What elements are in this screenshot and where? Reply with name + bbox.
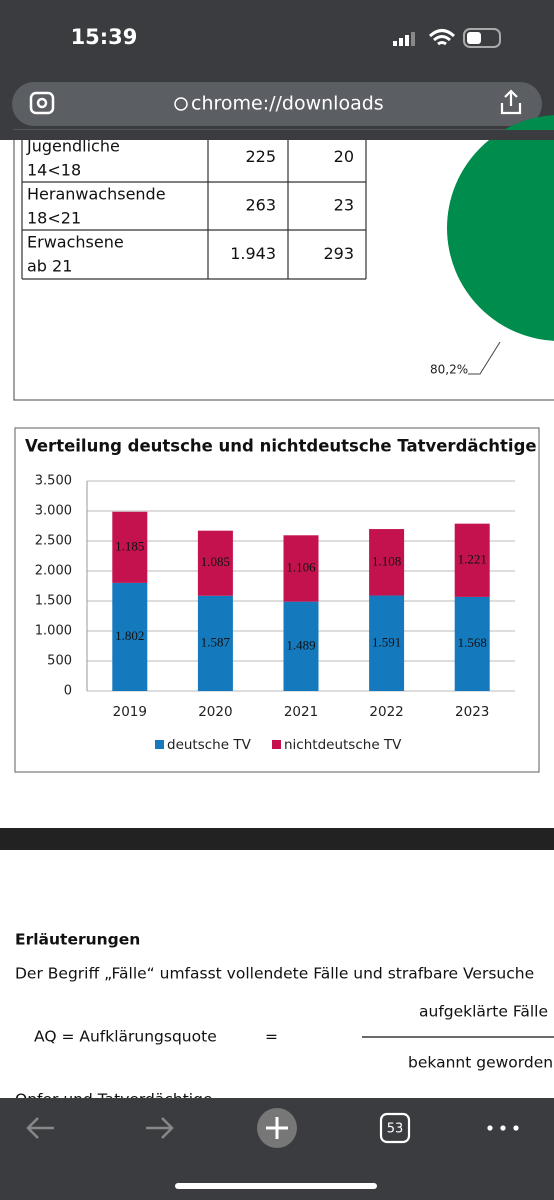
x-tick-label: 2019 <box>113 704 147 720</box>
bar-segment <box>369 595 405 691</box>
row-sublabel: ab 21 <box>27 257 72 276</box>
data-label: 1.106 <box>286 559 316 574</box>
chart-box <box>14 427 540 773</box>
info-icon[interactable] <box>174 97 188 111</box>
battery-level <box>467 32 481 44</box>
bar-segment <box>454 523 490 597</box>
row-label: Jugendliche <box>26 137 120 156</box>
x-tick-label: 2023 <box>455 704 489 720</box>
cell: 263 <box>245 196 276 215</box>
address-bar[interactable] <box>12 82 542 126</box>
legend-label: nichtdeutsche TV <box>284 737 402 753</box>
lens-icon-dot <box>36 97 48 109</box>
x-tick-label: 2022 <box>369 704 403 720</box>
row-sublabel: 18<21 <box>27 209 81 228</box>
legend-swatch <box>155 740 164 749</box>
data-label: 1.587 <box>201 634 231 649</box>
formula-denominator: bekannt geworden <box>408 1054 553 1072</box>
data-label: 1.085 <box>201 554 230 569</box>
bar-segment <box>283 535 319 602</box>
home-indicator <box>175 1183 377 1189</box>
bar-segment <box>197 595 233 691</box>
chart: 0 500 1.000 1.500 2.000 2.500 3.000 3.500 2019 1.… <box>35 474 515 753</box>
lens-icon[interactable] <box>29 91 55 115</box>
bar-segment <box>369 529 405 596</box>
formula-left: AQ = Aufklärungsquote <box>34 1028 217 1046</box>
data-label: 1.221 <box>458 551 487 566</box>
tab-count: 53 <box>387 1122 404 1137</box>
formula-numerator: aufgeklärte Fälle <box>419 1003 548 1021</box>
signal-icon <box>393 32 415 46</box>
cell: 20 <box>334 147 354 166</box>
page-separator <box>0 828 554 850</box>
pie-leader <box>468 341 501 375</box>
bar-segment <box>454 596 490 691</box>
y-tick-label: 1.500 <box>35 594 72 609</box>
notes-text: Der Begriff „Fälle“ umfasst vollendete F… <box>15 965 534 983</box>
notes-heading: Erläuterungen <box>15 931 140 949</box>
battery-icon <box>463 28 501 48</box>
y-tick-label: 2.000 <box>35 564 72 579</box>
url[interactable]: chrome://downloads <box>191 93 384 115</box>
pie-slice <box>447 115 554 341</box>
tabs-button[interactable] <box>379 1112 411 1144</box>
row-label: Heranwachsende <box>27 185 166 204</box>
cell: 225 <box>245 147 276 166</box>
x-tick-label: 2021 <box>284 704 318 720</box>
data-label: 1.489 <box>286 637 315 652</box>
row-sublabel: 14<18 <box>27 161 81 180</box>
data-label: 1.591 <box>372 634 401 649</box>
legend-label: deutsche TV <box>167 737 252 753</box>
y-tick-label: 2.500 <box>35 534 72 549</box>
cell: 23 <box>334 196 354 215</box>
pie-label: 80,2% <box>430 363 468 377</box>
data-label: 1.802 <box>115 628 144 643</box>
share-icon[interactable] <box>500 89 522 115</box>
y-tick-label: 1.000 <box>35 624 72 639</box>
back-button[interactable] <box>26 1117 54 1139</box>
table: Jugendliche 14<18 225 20 Heranwachsende 18<21… <box>21 132 367 280</box>
wifi-icon <box>428 29 456 46</box>
chart-title: Verteilung deutsche und nichtdeutsche Ta… <box>25 437 537 456</box>
menu-button[interactable] <box>487 1125 519 1131</box>
y-tick-label: 3.500 <box>35 474 72 489</box>
y-tick-label: 0 <box>64 684 72 699</box>
cell: 293 <box>323 244 354 263</box>
y-tick-label: 500 <box>47 654 72 669</box>
x-tick-label: 2020 <box>198 704 232 720</box>
formula-eq: = <box>265 1028 278 1046</box>
forward-button[interactable] <box>146 1117 174 1139</box>
data-label: 1.568 <box>458 635 487 650</box>
y-tick-label: 3.000 <box>35 504 72 519</box>
data-label: 1.185 <box>115 538 144 553</box>
bar-segment <box>283 601 319 691</box>
cell: 1.943 <box>230 244 276 263</box>
legend-swatch <box>272 740 281 749</box>
new-tab-plus <box>266 1117 288 1139</box>
bar-segment <box>112 582 148 691</box>
row-label: Erwachsene <box>27 233 124 252</box>
bar-segment <box>112 511 148 583</box>
bar-segment <box>197 530 233 596</box>
browser-top-edge <box>0 130 554 140</box>
clock: 15:39 <box>71 25 138 49</box>
data-label: 1.108 <box>372 553 401 568</box>
